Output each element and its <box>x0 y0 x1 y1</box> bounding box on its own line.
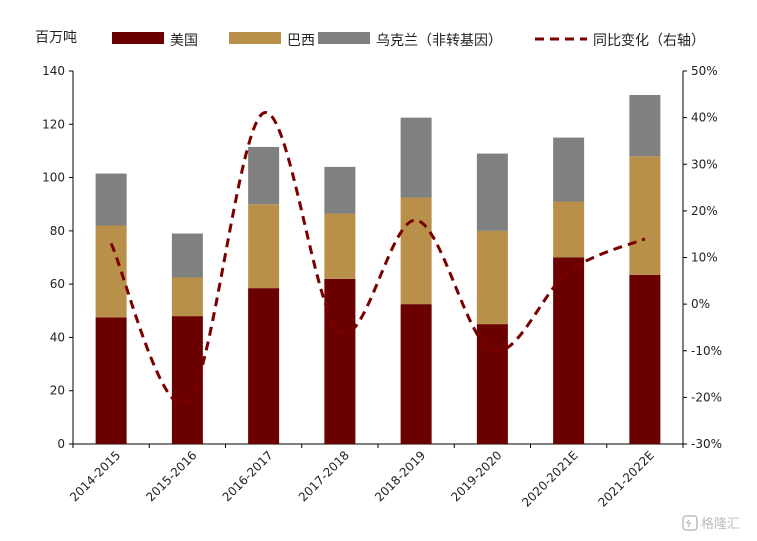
bar-segment <box>553 201 585 258</box>
bar-segment <box>476 153 508 231</box>
right-tick-label: -10% <box>691 344 722 358</box>
x-tick-label: 2016-2017 <box>220 448 276 504</box>
bar-segment <box>324 278 356 444</box>
bar-segment <box>476 230 508 325</box>
left-tick-label: 120 <box>42 117 65 131</box>
right-tick-label: 40% <box>691 111 718 125</box>
x-tick-label: 2015-2016 <box>143 448 199 504</box>
line-series <box>109 111 646 406</box>
x-tick-label: 2021-2022E <box>595 448 657 510</box>
bar-segment <box>629 94 661 157</box>
bar-segment <box>95 173 127 226</box>
bar-segment <box>553 257 585 444</box>
right-tick-label: -30% <box>691 437 722 451</box>
right-tick-label: 10% <box>691 251 718 265</box>
axes: 0 20 40 60 80 100 120 140 -30% -20% -10% 0% 10% 20% 30… <box>42 64 722 510</box>
x-tick-label: 2019-2020 <box>448 448 504 504</box>
right-tick-label: -20% <box>691 390 722 404</box>
x-tick-label: 2017-2018 <box>296 448 352 504</box>
bar-segment <box>171 233 203 278</box>
x-tick-label: 2020-2021E <box>519 448 581 510</box>
bar-segment <box>629 156 661 275</box>
bar-segment <box>400 304 432 444</box>
right-tick-label: 50% <box>691 64 718 78</box>
left-tick-label: 80 <box>50 224 65 238</box>
bars <box>95 94 661 444</box>
legend-swatch <box>112 32 164 44</box>
left-tick-label: 20 <box>50 384 65 398</box>
left-tick-label: 0 <box>57 437 65 451</box>
x-tick-label: 2018-2019 <box>372 448 428 504</box>
bar-segment <box>171 277 203 317</box>
bar-segment <box>171 316 203 444</box>
legend-label: 巴西 <box>287 33 315 49</box>
left-tick-label: 140 <box>42 64 65 78</box>
right-tick-label: 20% <box>691 204 718 218</box>
bar-segment <box>95 225 127 318</box>
watermark-text: 格隆汇 <box>701 516 740 532</box>
right-tick-label: 30% <box>691 157 718 171</box>
bar-segment <box>248 288 280 444</box>
legend-label: 美国 <box>170 33 198 49</box>
left-tick-label: 60 <box>50 277 65 291</box>
bar-segment <box>324 166 356 214</box>
left-tick-label: 100 <box>42 171 65 185</box>
bar-segment <box>324 213 356 279</box>
bar-segment <box>400 197 432 305</box>
yoy-change-line <box>109 111 646 406</box>
bar-segment <box>629 274 661 444</box>
right-tick-label: 0% <box>691 297 710 311</box>
watermark-logo-icon <box>682 515 698 531</box>
legend-label: 乌克兰（非转基因） <box>376 32 502 49</box>
bar-segment <box>553 137 585 202</box>
legend-swatch <box>229 32 281 44</box>
bar-segment <box>95 317 127 444</box>
legend-label: 同比变化（右轴） <box>593 33 705 49</box>
legend-swatch <box>318 32 370 44</box>
left-tick-label: 40 <box>50 330 65 344</box>
bar-segment <box>400 117 432 198</box>
watermark: 格隆汇 <box>682 515 740 532</box>
bar-segment <box>248 204 280 289</box>
x-tick-label: 2014-2015 <box>67 448 123 504</box>
legend: 美国 巴西 乌克兰（非转基因） 同比变化（右轴） <box>112 32 705 49</box>
bar-segment <box>248 146 280 205</box>
y-axis-unit-label: 百万吨 <box>35 30 77 46</box>
